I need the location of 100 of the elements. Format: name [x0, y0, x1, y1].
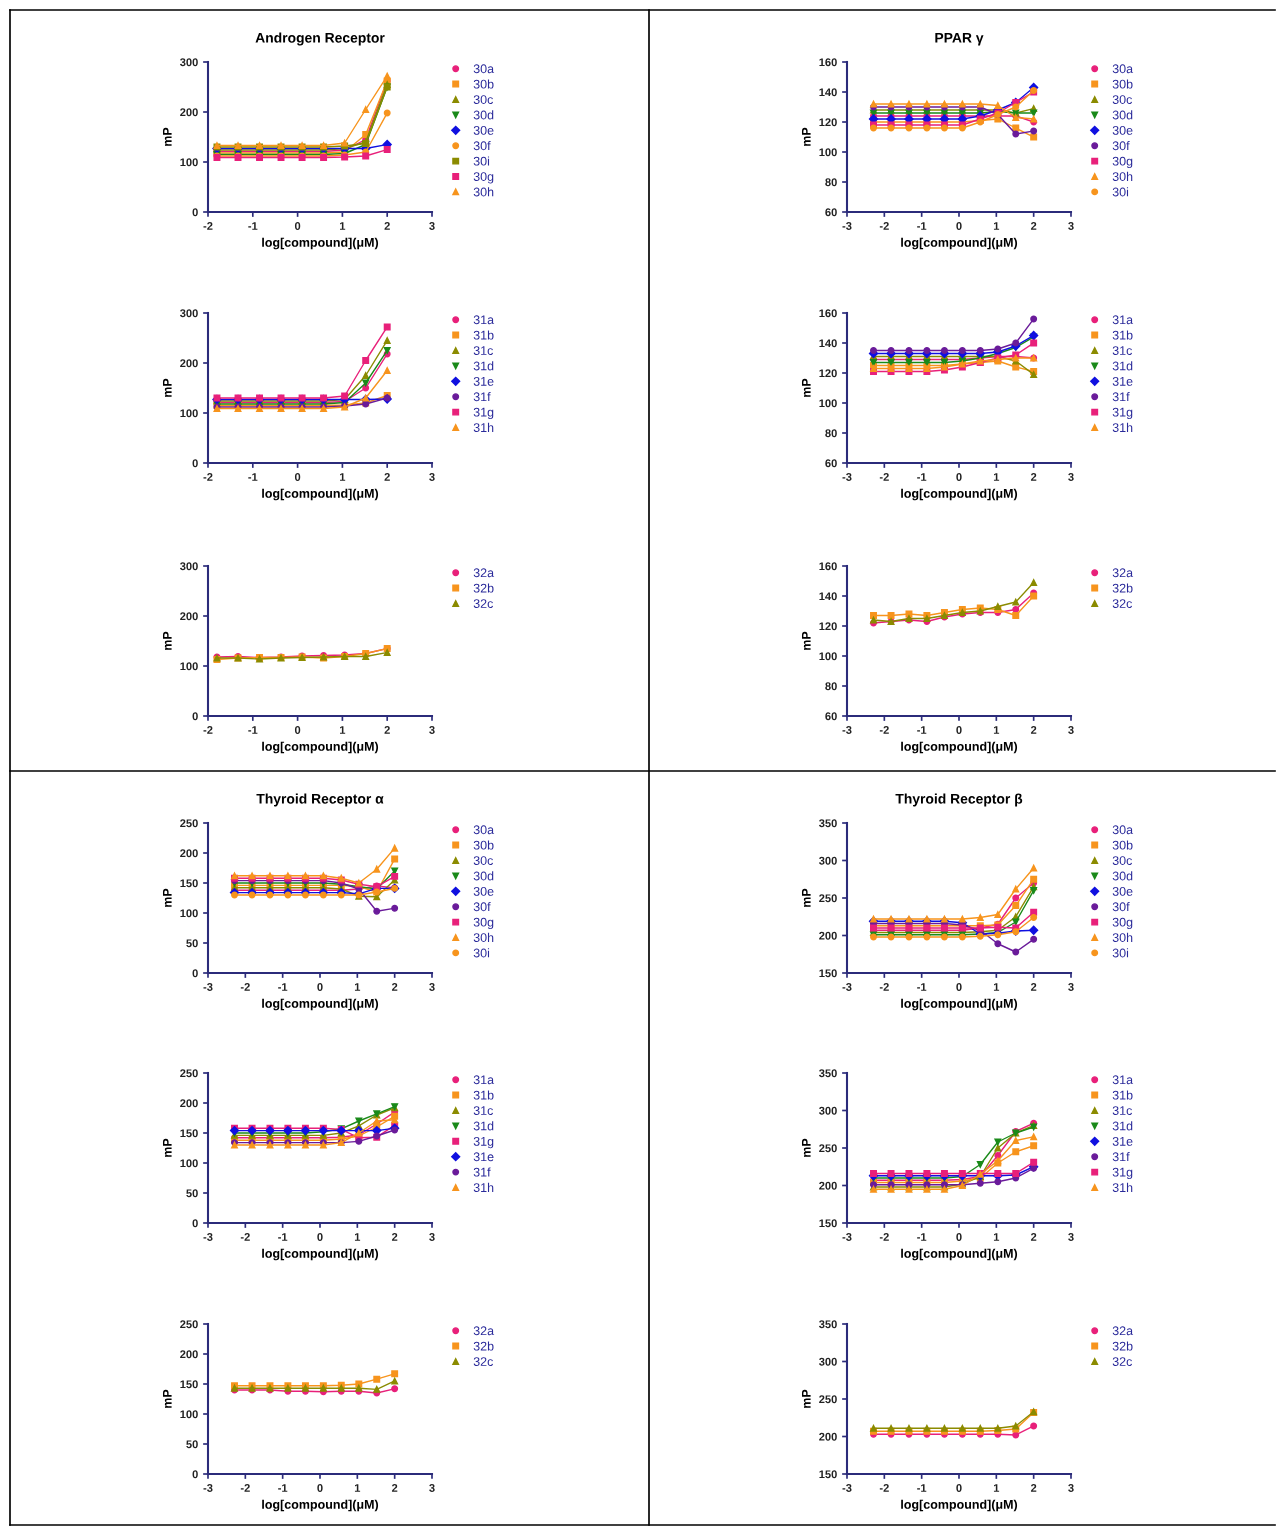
- x-tick-label: 2: [391, 983, 398, 991]
- x-tick-label: 2: [1030, 726, 1037, 734]
- y-axis-title: mP: [162, 1389, 172, 1408]
- legend-label: 31b: [473, 330, 494, 340]
- x-axis-title: log[compound](μM): [901, 237, 1018, 250]
- x-tick-label: 3: [1068, 983, 1074, 991]
- x-tick-label: 0: [317, 1233, 323, 1241]
- x-tick-label: -3: [842, 726, 852, 734]
- y-tick-label: 50: [186, 939, 198, 948]
- x-tick-label: -1: [278, 1233, 288, 1241]
- x-tick-label: 0: [956, 983, 962, 991]
- x-tick-label: 0: [956, 473, 962, 481]
- x-tick-label: 2: [384, 726, 390, 734]
- legend-label: 32c: [473, 599, 494, 608]
- y-axis-title: mP: [162, 888, 172, 907]
- legend-label: 30b: [1112, 79, 1133, 89]
- legend-label: 31h: [473, 1182, 494, 1192]
- y-tick-label: 250: [819, 894, 837, 903]
- y-tick-label: 150: [180, 1129, 198, 1138]
- x-axis-title: log[compound](μM): [901, 488, 1018, 501]
- y-tick-label: 150: [819, 1219, 837, 1228]
- legend-label: 31d: [1112, 1121, 1133, 1131]
- x-tick-label: -2: [879, 222, 889, 230]
- legend-label: 32c: [1112, 599, 1133, 608]
- x-tick-label: 1: [354, 983, 361, 991]
- legend-label: 31h: [1112, 1182, 1133, 1192]
- legend-label: 32b: [1112, 583, 1133, 593]
- x-tick-label: 3: [429, 473, 435, 481]
- legend-label: 30d: [473, 110, 494, 120]
- y-axis-title: mP: [801, 1138, 811, 1157]
- y-tick-label: 250: [819, 1395, 837, 1404]
- y-tick-label: 100: [180, 662, 198, 671]
- legend-label: 32b: [473, 1341, 494, 1351]
- y-tick-label: 100: [180, 1159, 198, 1168]
- y-tick-label: 100: [180, 409, 198, 418]
- x-tick-label: 0: [317, 1484, 323, 1492]
- legend-label: 31b: [1112, 330, 1133, 340]
- x-axis-title: log[compound](μM): [262, 488, 379, 501]
- y-tick-label: 140: [819, 339, 837, 348]
- legend-label: 31c: [1112, 1106, 1133, 1115]
- legend-label: 30a: [1112, 64, 1134, 74]
- x-tick-label: 2: [384, 473, 390, 481]
- y-axis-title: mP: [801, 1389, 811, 1408]
- legend-label: 31g: [473, 407, 494, 420]
- y-tick-label: 100: [819, 399, 837, 408]
- x-tick-label: 3: [1068, 222, 1074, 230]
- x-tick-label: 3: [1068, 1233, 1074, 1241]
- legend-label: 31b: [1112, 1090, 1133, 1100]
- y-tick-label: 160: [819, 309, 837, 318]
- y-tick-label: 300: [819, 1106, 837, 1115]
- y-tick-label: 100: [180, 909, 198, 918]
- x-tick-label: -3: [842, 473, 852, 481]
- x-tick-label: -2: [879, 983, 889, 991]
- y-tick-label: 200: [819, 931, 837, 940]
- y-tick-label: 250: [819, 1144, 837, 1153]
- legend-label: 31a: [1112, 1075, 1134, 1085]
- legend-label: 31b: [473, 1090, 494, 1100]
- x-tick-label: -1: [917, 473, 927, 481]
- y-tick-label: 160: [819, 58, 837, 67]
- legend-label: 30a: [1112, 825, 1134, 835]
- x-tick-label: -1: [248, 726, 258, 734]
- x-tick-label: 2: [1030, 222, 1037, 230]
- x-tick-label: 3: [429, 983, 435, 991]
- x-tick-label: 3: [429, 222, 435, 230]
- y-tick-label: 300: [180, 58, 198, 67]
- y-tick-label: 350: [819, 1069, 837, 1078]
- x-tick-label: -1: [278, 1484, 288, 1492]
- y-tick-label: 80: [825, 178, 837, 187]
- x-tick-label: 0: [956, 1233, 962, 1241]
- legend-label: 30i: [1112, 187, 1129, 197]
- legend-label: 32c: [1112, 1357, 1133, 1366]
- x-axis-title: log[compound](μM): [901, 1248, 1018, 1261]
- x-tick-label: -3: [203, 1484, 213, 1492]
- y-tick-label: 250: [180, 1069, 198, 1078]
- legend-label: 30c: [473, 95, 494, 104]
- y-axis-title: mP: [162, 1138, 172, 1157]
- x-tick-label: 1: [993, 983, 1000, 991]
- legend-label: 30i: [473, 156, 490, 166]
- x-tick-label: -2: [879, 726, 889, 734]
- legend-label: 32c: [473, 1357, 494, 1366]
- x-tick-label: -1: [278, 983, 288, 991]
- y-tick-label: 200: [180, 108, 198, 117]
- legend-label: 31h: [473, 422, 494, 432]
- legend-label: 30d: [473, 871, 494, 881]
- x-tick-label: -2: [240, 1233, 250, 1241]
- legend-label: 30d: [1112, 110, 1133, 120]
- x-tick-label: -1: [248, 473, 258, 481]
- x-tick-label: -1: [248, 222, 258, 230]
- x-tick-label: 0: [317, 983, 323, 991]
- legend-label: 30c: [1112, 95, 1133, 104]
- x-tick-label: 1: [993, 1233, 1000, 1241]
- y-tick-label: 140: [819, 88, 837, 97]
- x-tick-label: -1: [917, 1233, 927, 1241]
- legend-label: 30d: [1112, 871, 1133, 881]
- x-axis-title: log[compound](μM): [262, 1499, 379, 1512]
- x-tick-label: 1: [993, 726, 1000, 734]
- x-tick-label: 3: [1068, 1484, 1074, 1492]
- x-tick-label: 2: [1030, 1233, 1037, 1241]
- x-tick-label: -2: [203, 726, 213, 734]
- legend-label: 32a: [473, 568, 495, 578]
